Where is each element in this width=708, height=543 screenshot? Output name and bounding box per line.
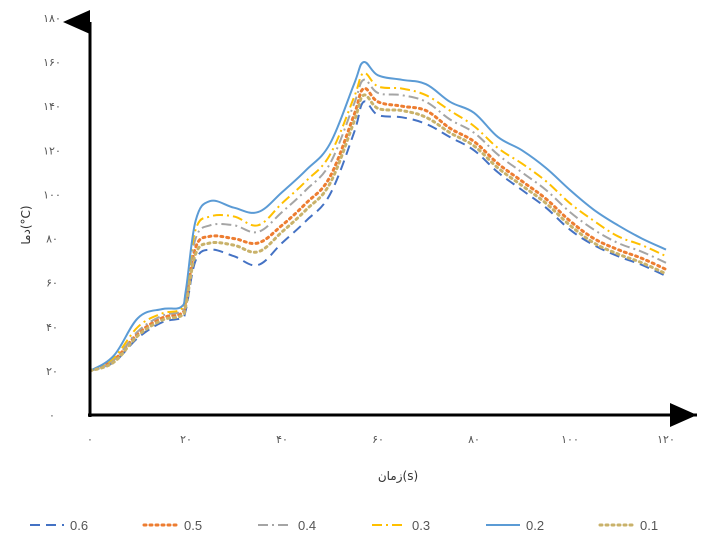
y-tick-label: ۸۰: [46, 233, 58, 246]
legend-label: 0.5: [184, 518, 202, 533]
x-tick-label: ۰: [87, 433, 93, 446]
legend-label: 0.1: [640, 518, 658, 533]
legend-item: 0.2: [486, 518, 544, 533]
legend-item: 0.6: [30, 518, 88, 533]
legend-item: 0.4: [258, 518, 316, 533]
series-line-0-3: [89, 72, 667, 372]
y-tick-label: ۱۶۰: [43, 56, 61, 69]
y-tick-label: ۱۸۰: [43, 12, 61, 25]
series-layer: [88, 61, 668, 373]
legend-label: 0.6: [70, 518, 88, 533]
x-tick-label: ۴۰: [276, 433, 288, 446]
x-tick-label: ۲۰: [180, 433, 192, 446]
legend: 0.6 0.5 0.4 0.3 0.2 0.1: [30, 518, 658, 533]
x-tick-labels: ۰ ۲۰ ۴۰ ۶۰ ۸۰ ۱۰۰ ۱۲۰: [87, 433, 675, 446]
legend-item: 0.3: [372, 518, 430, 533]
legend-label: 0.3: [412, 518, 430, 533]
series-line-0-2: [89, 61, 667, 372]
legend-item: 0.5: [142, 518, 202, 533]
x-tick-label: ۱۰۰: [561, 433, 579, 446]
series-line-0-1: [88, 93, 668, 373]
x-tick-label: ۶۰: [372, 433, 384, 446]
x-tick-label: ۸۰: [468, 433, 480, 446]
y-tick-label: ۴۰: [46, 321, 58, 334]
series-line-0-4: [89, 78, 667, 372]
y-tick-label: ۰: [49, 409, 55, 422]
series-line-0-6: [89, 100, 667, 372]
y-tick-labels: ۰ ۲۰ ۴۰ ۶۰ ۸۰ ۱۰۰ ۱۲۰ ۱۴۰ ۱۶۰ ۱۸۰: [43, 12, 61, 422]
y-tick-label: ۱۲۰: [43, 144, 61, 157]
y-tick-label: ۱۴۰: [43, 100, 61, 113]
y-axis-title: دما(°C): [19, 205, 33, 244]
series-line-0-5: [88, 86, 668, 373]
legend-label: 0.2: [526, 518, 544, 533]
legend-item: 0.1: [598, 518, 658, 533]
y-tick-label: ۱۰۰: [43, 188, 61, 201]
legend-label: 0.4: [298, 518, 316, 533]
y-tick-label: ۶۰: [46, 277, 58, 290]
y-tick-label: ۲۰: [46, 365, 58, 378]
x-axis-title: زمان(s): [378, 469, 418, 484]
x-tick-label: ۱۲۰: [657, 433, 675, 446]
